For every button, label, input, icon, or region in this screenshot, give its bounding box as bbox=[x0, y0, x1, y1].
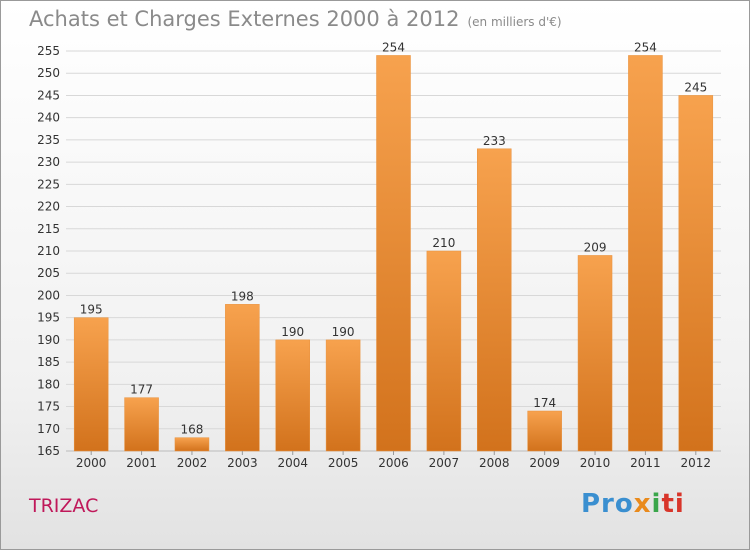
x-axis-ticks: 2000 2001 2002 2003 2004 2005 2006 2007 2008 2009… bbox=[76, 451, 711, 470]
bar-2012[interactable] bbox=[678, 95, 714, 452]
value-label: 245 bbox=[684, 80, 707, 94]
bars bbox=[73, 55, 714, 452]
y-tick-label: 205 bbox=[37, 266, 60, 280]
value-label: 198 bbox=[231, 289, 254, 303]
x-tick-label: 2007 bbox=[429, 456, 460, 470]
bar-2000[interactable] bbox=[73, 317, 109, 452]
x-tick-label: 2008 bbox=[479, 456, 510, 470]
x-tick-label: 2000 bbox=[76, 456, 107, 470]
value-label: 210 bbox=[432, 236, 455, 250]
value-labels: 195 177 168 198 190 190 254 210 233 174 209 254 245 bbox=[80, 40, 708, 436]
x-tick-label: 2009 bbox=[529, 456, 560, 470]
y-tick-label: 250 bbox=[37, 66, 60, 80]
y-tick-label: 230 bbox=[37, 155, 60, 169]
bar-2008[interactable] bbox=[477, 148, 512, 452]
value-label: 254 bbox=[634, 40, 657, 54]
logo-part-pro: Pro bbox=[581, 489, 634, 519]
value-label: 190 bbox=[332, 325, 355, 339]
chart-title: Achats et Charges Externes 2000 à 2012 (e… bbox=[29, 7, 562, 31]
x-tick-label: 2001 bbox=[126, 456, 157, 470]
x-tick-label: 2012 bbox=[681, 456, 712, 470]
chart-title-text: Achats et Charges Externes 2000 à 2012 bbox=[29, 7, 460, 31]
y-tick-label: 165 bbox=[37, 444, 60, 458]
bar-2004[interactable] bbox=[275, 339, 310, 452]
y-tick-label: 245 bbox=[37, 88, 60, 102]
y-tick-label: 180 bbox=[37, 377, 60, 391]
y-tick-label: 175 bbox=[37, 400, 60, 414]
y-tick-label: 235 bbox=[37, 133, 60, 147]
y-tick-label: 220 bbox=[37, 200, 60, 214]
value-label: 190 bbox=[281, 325, 304, 339]
bar-2006[interactable] bbox=[376, 55, 411, 452]
x-tick-label: 2010 bbox=[580, 456, 611, 470]
logo-part-ti: ti bbox=[661, 489, 685, 519]
value-label: 254 bbox=[382, 40, 405, 54]
y-tick-label: 215 bbox=[37, 222, 60, 236]
chart-subtitle: (en milliers d'€) bbox=[467, 15, 562, 29]
y-tick-label: 190 bbox=[37, 333, 60, 347]
y-tick-label: 225 bbox=[37, 177, 60, 191]
bar-2005[interactable] bbox=[325, 339, 361, 452]
value-label: 174 bbox=[533, 396, 556, 410]
x-tick-label: 2006 bbox=[378, 456, 409, 470]
y-tick-label: 240 bbox=[37, 111, 60, 125]
place-name: TRIZAC bbox=[29, 495, 99, 517]
bar-2003[interactable] bbox=[225, 304, 260, 452]
y-tick-label: 200 bbox=[37, 288, 60, 302]
y-axis-ticks: 165 170 175 180 185 190 195 200 205 210 215 220 225 2… bbox=[37, 44, 60, 458]
y-tick-label: 185 bbox=[37, 355, 60, 369]
x-tick-label: 2003 bbox=[227, 456, 258, 470]
value-label: 177 bbox=[130, 383, 153, 397]
value-label: 209 bbox=[584, 240, 607, 254]
proxiti-logo[interactable]: Proxiti bbox=[581, 489, 685, 519]
bar-2009[interactable] bbox=[527, 410, 562, 452]
bar-2011[interactable] bbox=[628, 55, 663, 452]
value-label: 233 bbox=[483, 134, 506, 148]
y-tick-label: 170 bbox=[37, 422, 60, 436]
value-label: 195 bbox=[80, 303, 103, 317]
logo-part-i: i bbox=[651, 489, 662, 519]
x-tick-label: 2004 bbox=[277, 456, 308, 470]
value-label: 168 bbox=[181, 423, 204, 437]
y-tick-label: 210 bbox=[37, 244, 60, 258]
y-tick-label: 195 bbox=[37, 311, 60, 325]
x-tick-label: 2002 bbox=[177, 456, 208, 470]
x-tick-label: 2005 bbox=[328, 456, 359, 470]
logo-part-x: x bbox=[633, 489, 652, 519]
bar-2001[interactable] bbox=[124, 397, 159, 452]
bar-2010[interactable] bbox=[577, 255, 613, 452]
x-tick-label: 2011 bbox=[630, 456, 661, 470]
bar-2007[interactable] bbox=[426, 250, 462, 452]
y-tick-label: 255 bbox=[37, 44, 60, 58]
bar-2002[interactable] bbox=[174, 437, 210, 452]
